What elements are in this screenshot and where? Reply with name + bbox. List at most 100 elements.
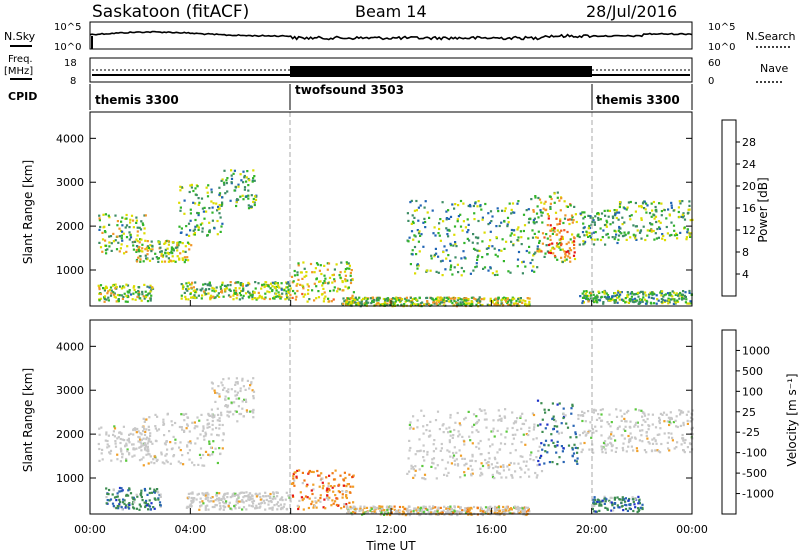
- power-cell: [105, 244, 108, 247]
- power-cell: [588, 224, 591, 228]
- power-cell: [161, 255, 164, 258]
- power-cell: [584, 292, 587, 296]
- power-cell: [685, 238, 688, 241]
- velocity-cell: [231, 495, 234, 498]
- power-cell: [442, 220, 445, 223]
- velocity-cell: [502, 466, 505, 469]
- velocity-cell: [541, 448, 544, 451]
- velocity-cell: [215, 426, 218, 430]
- power-cell: [161, 260, 164, 263]
- velocity-cell: [160, 451, 163, 454]
- power-cell: [684, 295, 687, 299]
- velocity-cell: [430, 465, 433, 468]
- velocity-cell: [327, 482, 330, 485]
- power-cell: [683, 226, 686, 229]
- power-cell: [184, 245, 187, 248]
- velocity-cell: [484, 412, 487, 415]
- velocity-cell: [370, 507, 373, 510]
- power-cell: [107, 290, 110, 293]
- power-cell: [271, 281, 274, 284]
- velocity-cell: [409, 446, 412, 450]
- power-cell: [653, 214, 656, 217]
- power-cell: [265, 284, 268, 287]
- power-cell: [454, 241, 457, 244]
- power-cell: [447, 235, 450, 238]
- power-cell: [178, 241, 181, 244]
- velocity-cell: [470, 513, 473, 516]
- velocity-cell: [571, 403, 574, 406]
- power-cell: [489, 299, 492, 302]
- power-cell: [666, 299, 669, 302]
- velocity-cell: [457, 435, 460, 438]
- power-cell: [606, 232, 609, 236]
- velocity-cell: [113, 435, 116, 438]
- velocity-cell: [105, 487, 108, 490]
- velocity-cell: [287, 494, 290, 497]
- power-cell: [686, 231, 689, 234]
- power-cell: [133, 240, 137, 243]
- power-cell: [653, 238, 656, 241]
- velocity-cell: [210, 500, 213, 503]
- power-cell: [245, 195, 248, 198]
- power-cell: [435, 270, 438, 273]
- power-cell: [547, 243, 551, 247]
- velocity-cell: [238, 500, 241, 503]
- power-cell: [98, 217, 101, 220]
- velocity-cell: [347, 509, 350, 512]
- power-cell: [553, 254, 557, 258]
- power-cell: [337, 287, 340, 290]
- velocity-cell: [641, 440, 644, 443]
- power-cell: [164, 240, 168, 243]
- velocity-cell: [365, 506, 369, 509]
- power-cell: [505, 297, 508, 300]
- velocity-cell: [248, 495, 251, 498]
- power-cell: [473, 212, 476, 215]
- power-cell: [620, 232, 623, 235]
- power-cell: [428, 303, 431, 306]
- velocity-cell: [479, 474, 482, 477]
- power-cell: [135, 250, 138, 253]
- power-cell: [136, 230, 139, 233]
- velocity-cell: [293, 484, 296, 487]
- power-cell: [552, 252, 555, 255]
- velocity-cell: [418, 450, 421, 453]
- velocity-cell: [638, 409, 641, 412]
- velocity-cell: [345, 485, 348, 488]
- power-cell: [131, 298, 134, 301]
- velocity-cell: [595, 429, 598, 433]
- power-cell: [587, 294, 590, 297]
- velocity-cell: [651, 423, 654, 426]
- power-cell: [656, 227, 659, 231]
- power-cell: [587, 214, 590, 217]
- power-cell: [591, 217, 594, 220]
- power-cell: [143, 214, 146, 217]
- power-cell: [459, 298, 462, 301]
- power-cell: [285, 286, 288, 289]
- velocity-cell: [639, 506, 642, 509]
- power-cell: [378, 303, 381, 306]
- power-cell: [322, 282, 325, 285]
- power-cell: [179, 206, 182, 209]
- velocity-cell: [131, 496, 134, 499]
- velocity-cell: [127, 494, 130, 497]
- velocity-cell: [283, 503, 286, 506]
- velocity-cell: [214, 391, 217, 394]
- velocity-cell: [469, 464, 472, 468]
- power-cell: [285, 282, 289, 285]
- velocity-cell: [139, 438, 142, 441]
- velocity-cell: [292, 474, 295, 478]
- velocity-cell: [221, 439, 224, 442]
- velocity-cell: [356, 507, 359, 510]
- velocity-cell: [223, 386, 226, 390]
- velocity-cell: [628, 425, 631, 428]
- velocity-cell: [522, 433, 525, 436]
- power-cell: [465, 302, 468, 305]
- power-cell: [185, 288, 188, 291]
- power-cell: [137, 294, 140, 297]
- velocity-cell: [149, 487, 152, 490]
- power-cell: [685, 298, 688, 301]
- power-cell: [655, 302, 658, 305]
- power-cell: [179, 209, 182, 212]
- velocity-cell: [443, 513, 446, 516]
